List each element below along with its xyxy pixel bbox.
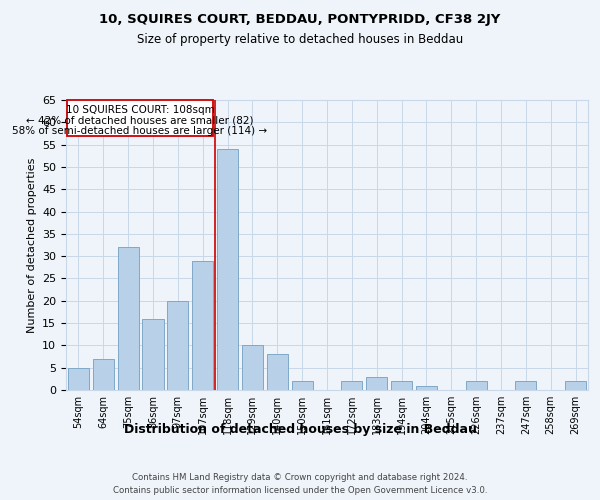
Text: ← 42% of detached houses are smaller (82): ← 42% of detached houses are smaller (82… [26, 116, 254, 126]
Text: Size of property relative to detached houses in Beddau: Size of property relative to detached ho… [137, 32, 463, 46]
Bar [142, 318, 164, 390]
Bar [93, 359, 114, 390]
Bar [341, 381, 362, 390]
Bar [217, 149, 238, 390]
Text: Contains HM Land Registry data © Crown copyright and database right 2024.: Contains HM Land Registry data © Crown c… [132, 472, 468, 482]
Text: 10 SQUIRES COURT: 108sqm: 10 SQUIRES COURT: 108sqm [65, 106, 214, 116]
Bar [565, 381, 586, 390]
Bar [68, 368, 89, 390]
FancyBboxPatch shape [67, 100, 212, 136]
Bar [292, 381, 313, 390]
Bar [167, 301, 188, 390]
Bar [466, 381, 487, 390]
Bar [366, 376, 387, 390]
Bar [391, 381, 412, 390]
Bar [515, 381, 536, 390]
Text: 10, SQUIRES COURT, BEDDAU, PONTYPRIDD, CF38 2JY: 10, SQUIRES COURT, BEDDAU, PONTYPRIDD, C… [100, 12, 500, 26]
Bar [118, 247, 139, 390]
Bar [267, 354, 288, 390]
Y-axis label: Number of detached properties: Number of detached properties [26, 158, 37, 332]
Bar [192, 260, 213, 390]
Bar [416, 386, 437, 390]
Text: 58% of semi-detached houses are larger (114) →: 58% of semi-detached houses are larger (… [13, 126, 268, 136]
Text: Contains public sector information licensed under the Open Government Licence v3: Contains public sector information licen… [113, 486, 487, 495]
Bar [242, 346, 263, 390]
Text: Distribution of detached houses by size in Beddau: Distribution of detached houses by size … [124, 422, 476, 436]
